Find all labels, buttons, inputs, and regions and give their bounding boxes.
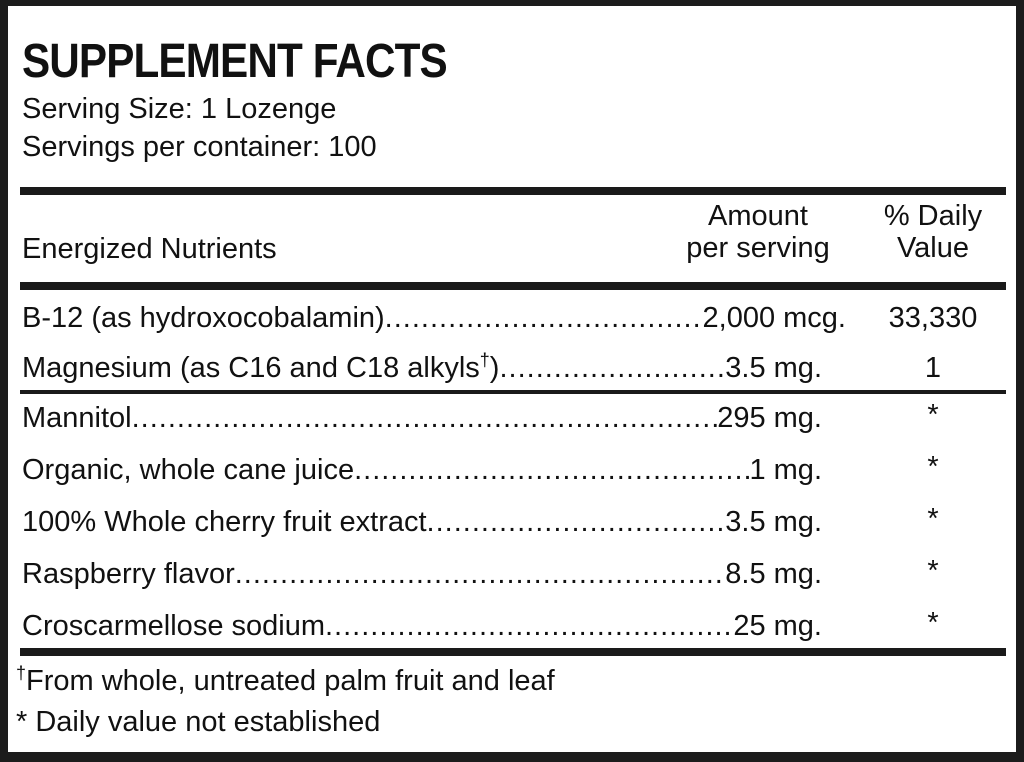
nutrient-dv: 33,330 <box>888 302 978 334</box>
header-amount: Amount per serving <box>660 200 856 264</box>
dot-leader <box>385 301 703 335</box>
ingredient-amount: 8.5 mg. <box>725 558 822 590</box>
thick-divider <box>20 187 1006 195</box>
header-dv-line2: Value <box>896 232 970 264</box>
nutrient-name-text: Magnesium (as C16 and C18 alkyls <box>22 352 480 384</box>
thick-divider <box>20 282 1006 290</box>
footnote-dagger: †From whole, untreated palm fruit and le… <box>16 664 555 698</box>
header-amount-line2: per serving <box>686 232 830 264</box>
header-dv-line1: % Daily <box>883 200 983 232</box>
nutrient-amount: 2,000 mcg. <box>702 302 846 334</box>
ingredient-row: Organic, whole cane juice 1 mg. <box>22 453 822 487</box>
ingredient-row: Raspberry flavor 8.5 mg. <box>22 557 822 591</box>
divider <box>20 390 1006 394</box>
nutrient-amount: 3.5 mg. <box>725 352 822 384</box>
nutrient-name-end: ) <box>489 352 500 384</box>
dot-leader <box>132 401 718 435</box>
ingredient-name: Mannitol <box>22 402 132 434</box>
ingredient-amount: 3.5 mg. <box>725 506 822 538</box>
ingredient-dv: * <box>927 607 939 639</box>
header-amount-line1: Amount <box>708 200 808 232</box>
footnote-dagger-text: From whole, untreated palm fruit and lea… <box>26 665 555 697</box>
dot-leader <box>325 609 733 643</box>
ingredient-amount: 1 mg. <box>749 454 822 486</box>
header-nutrients: Energized Nutrients <box>22 233 277 265</box>
dagger-mark: † <box>16 663 27 683</box>
ingredient-dv: * <box>927 451 939 483</box>
ingredient-name: 100% Whole cherry fruit extract <box>22 506 427 538</box>
nutrient-row: Magnesium (as C16 and C18 alkyls†) 3.5 m… <box>22 351 822 385</box>
dot-leader <box>354 453 749 487</box>
dot-leader <box>235 557 726 591</box>
ingredient-dv: * <box>927 555 939 587</box>
ingredient-name: Croscarmellose sodium <box>22 610 325 642</box>
ingredient-row: Croscarmellose sodium 25 mg. <box>22 609 822 643</box>
ingredient-amount: 295 mg. <box>717 402 822 434</box>
nutrient-name: Magnesium (as C16 and C18 alkyls†) <box>22 351 499 385</box>
ingredient-dv: * <box>927 503 939 535</box>
ingredient-name: Raspberry flavor <box>22 558 235 590</box>
ingredient-dv: * <box>927 399 939 431</box>
dagger-mark: † <box>479 350 490 370</box>
ingredient-amount: 25 mg. <box>733 610 822 642</box>
servings-per-container: Servings per container: 100 <box>22 131 377 163</box>
dot-leader <box>427 505 726 539</box>
nutrient-row: B-12 (as hydroxocobalamin) 2,000 mcg. <box>22 301 846 335</box>
ingredient-name: Organic, whole cane juice <box>22 454 355 486</box>
thick-divider <box>20 648 1006 656</box>
dot-leader <box>499 351 725 385</box>
label-title: SUPPLEMENT FACTS <box>22 35 448 88</box>
footnote-asterisk: * Daily value not established <box>16 706 381 738</box>
nutrient-name: B-12 (as hydroxocobalamin) <box>22 302 385 334</box>
ingredient-row: Mannitol 295 mg. <box>22 401 822 435</box>
serving-size: Serving Size: 1 Lozenge <box>22 93 337 125</box>
nutrient-dv: 1 <box>924 352 942 384</box>
header-daily-value: % Daily Value <box>870 200 996 264</box>
ingredient-row: 100% Whole cherry fruit extract 3.5 mg. <box>22 505 822 539</box>
